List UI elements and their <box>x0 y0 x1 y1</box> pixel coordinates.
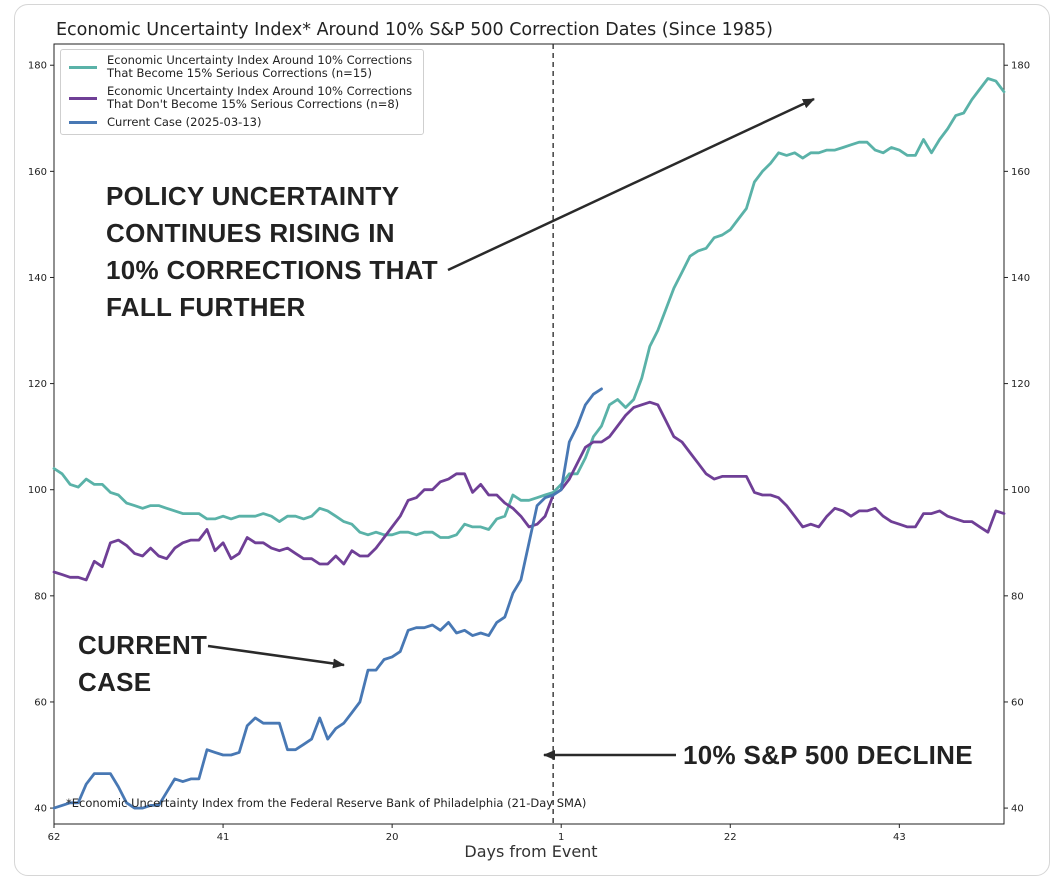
legend-swatch-serious <box>69 65 97 69</box>
legend-swatch-not-serious <box>69 96 97 100</box>
y-tick-label-right-40: 40 <box>1011 804 1024 815</box>
y-tick-label-left-60: 60 <box>34 697 47 708</box>
y-tick-label-left-120: 120 <box>28 379 47 390</box>
series-non-serious-corrections <box>52 400 1006 582</box>
legend-label-current: Current Case (2025-03-13) <box>107 115 262 129</box>
legend-swatch-current <box>69 121 97 124</box>
y-tick-label-left-80: 80 <box>34 591 47 602</box>
legend-label-not-serious: Economic Uncertainty Index Around 10% Co… <box>107 84 413 111</box>
legend-item-not-serious: Economic Uncertainty Index Around 10% Co… <box>69 85 412 111</box>
x-tick-label-5: 43 <box>893 832 906 843</box>
x-tick-label-3: 1 <box>558 832 564 843</box>
series-serious-corrections <box>52 77 1006 539</box>
y-tick-label-left-160: 160 <box>28 167 47 178</box>
series-current-case <box>52 387 603 810</box>
plot-area <box>53 43 1005 825</box>
footnote: *Economic Uncertainty Index from the Fed… <box>66 796 587 810</box>
x-tick-label-1: 41 <box>217 832 230 843</box>
y-tick-label-right-160: 160 <box>1011 167 1030 178</box>
y-tick-label-right-60: 60 <box>1011 697 1024 708</box>
y-tick-label-left-140: 140 <box>28 273 47 284</box>
y-tick-label-left-40: 40 <box>34 804 47 815</box>
y-tick-label-left-100: 100 <box>28 485 47 496</box>
x-tick-label-4: 22 <box>724 832 737 843</box>
y-tick-label-left-180: 180 <box>28 61 47 72</box>
x-axis-label: Days from Event <box>464 842 598 861</box>
annotation-current-case: CURRENT CASE <box>78 630 208 697</box>
y-tick-label-right-120: 120 <box>1011 379 1030 390</box>
x-tick-label-2: 20 <box>386 832 399 843</box>
legend-item-current: Current Case (2025-03-13) <box>69 116 261 129</box>
legend-label-serious: Economic Uncertainty Index Around 10% Co… <box>107 53 413 80</box>
annotation-policy-uncertainty: POLICY UNCERTAINTY CONTINUES RISING IN 1… <box>106 181 438 322</box>
y-tick-label-right-100: 100 <box>1011 485 1030 496</box>
x-tick-label-0: 62 <box>48 832 61 843</box>
y-tick-label-right-180: 180 <box>1011 61 1030 72</box>
legend: Economic Uncertainty Index Around 10% Co… <box>60 49 424 135</box>
y-tick-label-right-80: 80 <box>1011 591 1024 602</box>
policy-arrow <box>447 97 815 272</box>
legend-item-serious: Economic Uncertainty Index Around 10% Co… <box>69 54 412 80</box>
annotation-decline: 10% S&P 500 DECLINE <box>683 740 973 770</box>
chart-title: Economic Uncertainty Index* Around 10% S… <box>56 20 774 40</box>
y-tick-label-right-140: 140 <box>1011 273 1030 284</box>
current-case-arrow <box>207 644 345 669</box>
